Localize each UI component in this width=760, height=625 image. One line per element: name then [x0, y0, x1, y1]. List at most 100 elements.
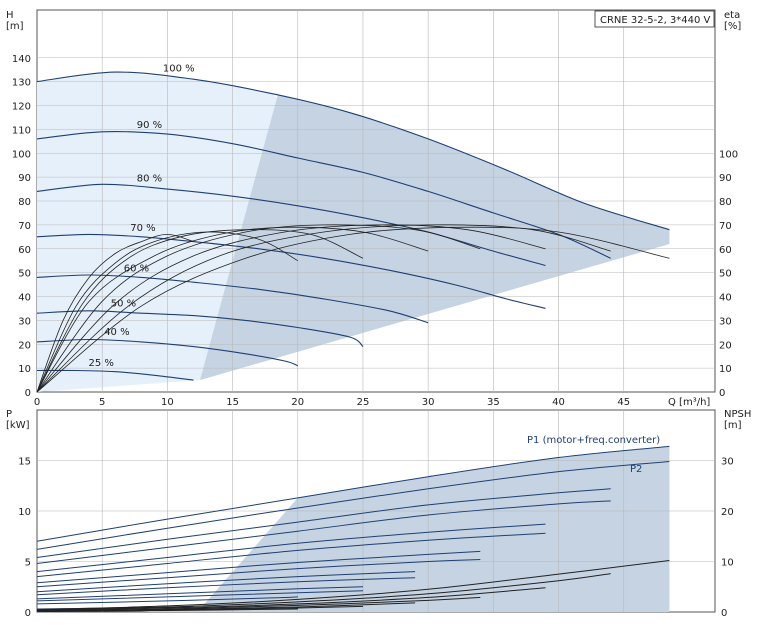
model-title-box: [594, 10, 715, 28]
head-tick-label: 140: [12, 54, 31, 65]
npsh-curve: [36, 587, 546, 611]
flow-tick-label: 45: [617, 397, 630, 408]
efficiency-curve: [36, 224, 611, 393]
npsh-tick-label: 30: [721, 457, 734, 468]
power-curve: [36, 571, 416, 593]
npsh-curve: [36, 608, 298, 612]
flow-tick-label: 5: [99, 397, 105, 408]
eta-tick-label: 0: [719, 388, 725, 399]
power-tick-label: 5: [25, 558, 31, 569]
head-curves: [36, 71, 670, 381]
flow-tick-label: 10: [161, 397, 174, 408]
head-operating-envelope: [37, 72, 670, 392]
head-tick-label: 90: [18, 173, 31, 184]
npsh-curve: [36, 573, 611, 611]
power-tick-label: 0: [25, 608, 31, 619]
npsh-tick-label: 0: [721, 608, 727, 619]
head-tick-label: 60: [18, 245, 31, 256]
power-axis-ticks: 0 5 10 15 0 10 20 30: [18, 457, 733, 620]
power-curve: [36, 461, 670, 550]
power-curve: [36, 577, 416, 596]
head-tick-label: 100: [12, 149, 31, 160]
power-tick-label: 15: [18, 457, 31, 468]
eta-tick-label: 20: [719, 340, 732, 351]
efficiency-curve: [36, 233, 194, 393]
head-tick-label: 0: [25, 388, 31, 399]
eta-tick-label: 50: [719, 269, 732, 280]
speed-label: 80 %: [137, 174, 162, 185]
speed-label: 90 %: [137, 120, 162, 131]
npsh-axis-label: NPSH [m]: [724, 409, 751, 431]
head-curve: [36, 233, 546, 309]
speed-label: 100 %: [163, 63, 195, 74]
power-curve: [36, 445, 670, 542]
head-curve: [36, 369, 194, 381]
flow-tick-label: 40: [552, 397, 565, 408]
efficiency-curve: [36, 224, 546, 393]
head-tick-label: 20: [18, 340, 31, 351]
speed-label: 25 %: [89, 358, 114, 369]
eta-tick-label: 80: [719, 197, 732, 208]
head-curve: [36, 130, 611, 259]
npsh-curves: [36, 560, 670, 612]
flow-axis-label: Q [m³/h]: [668, 397, 710, 408]
speed-label: 70 %: [130, 223, 155, 234]
p1-label: P1 (motor+freq.converter): [527, 435, 660, 446]
head-curve: [36, 274, 429, 324]
head-tick-label: 40: [18, 293, 31, 304]
power-curve: [36, 590, 364, 602]
flow-tick-label: 25: [357, 397, 370, 408]
power-curve: [36, 550, 481, 584]
speed-label: 40 %: [104, 327, 129, 338]
eta-tick-label: 70: [719, 221, 732, 232]
power-curve: [36, 586, 364, 600]
eta-tick-label: 40: [719, 293, 732, 304]
low-flow-region: [37, 72, 279, 392]
head-curve: [36, 183, 546, 267]
eta-tick-label: 90: [719, 173, 732, 184]
model-title: CRNE 32-5-2, 3*440 V: [600, 15, 711, 26]
head-tick-label: 10: [18, 364, 31, 375]
efficiency-curve: [36, 224, 481, 393]
npsh-curve: [36, 602, 416, 612]
flow-tick-label: 35: [487, 397, 500, 408]
power-curve: [36, 500, 611, 564]
speed-label: 50 %: [111, 299, 136, 310]
power-curve: [36, 488, 611, 558]
npsh-tick-label: 20: [721, 507, 734, 518]
speed-label: 60 %: [124, 264, 149, 275]
efficiency-curve: [36, 231, 298, 393]
operating-region: [200, 93, 670, 381]
head-tick-label: 70: [18, 221, 31, 232]
p2-label: P2: [630, 464, 642, 475]
power-curve: [36, 596, 298, 605]
head-tick-label: 120: [12, 102, 31, 113]
speed-labels: 100 % 90 % 80 % 70 % 60 % 50 % 40 % 25 %: [89, 63, 195, 369]
flow-tick-label: 20: [291, 397, 304, 408]
head-tick-label: 130: [12, 78, 31, 89]
eta-tick-label: 10: [719, 364, 732, 375]
head-tick-label: 110: [12, 125, 31, 136]
head-tick-label: 50: [18, 269, 31, 280]
eta-tick-label: 100: [719, 149, 738, 160]
power-curve: [36, 532, 546, 578]
eta-tick-label: 60: [719, 245, 732, 256]
efficiency-curve: [36, 226, 670, 393]
head-tick-label: 30: [18, 316, 31, 327]
eta-tick-label: 30: [719, 316, 732, 327]
power-axis-label: P [kW]: [6, 409, 30, 431]
flow-tick-label: 0: [34, 397, 40, 408]
eta-axis-label: eta [%]: [724, 10, 741, 32]
power-curve: [36, 523, 546, 573]
npsh-tick-label: 10: [721, 558, 734, 569]
head-tick-label: 80: [18, 197, 31, 208]
efficiency-curve: [36, 226, 429, 393]
head-curve: [36, 71, 670, 231]
flow-tick-label: 30: [422, 397, 435, 408]
head-curve: [36, 338, 299, 367]
head-axis-ticks: 0 5 10 15 20 25 30 35 40 450102030405060708090100…: [12, 54, 738, 408]
flow-tick-label: 15: [226, 397, 239, 408]
head-axis-label: H [m]: [6, 10, 24, 32]
power-curve: [36, 559, 481, 588]
